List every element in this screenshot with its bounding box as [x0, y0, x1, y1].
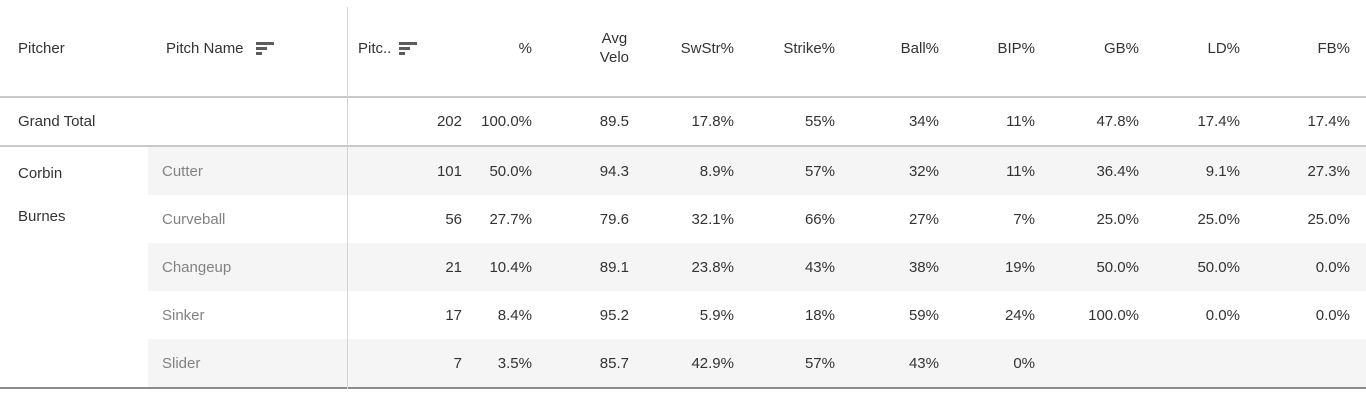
- stat-cell: 7%: [1013, 210, 1035, 228]
- stat-cell: 25.0%: [1096, 210, 1139, 228]
- grand-total-label: Grand Total: [18, 113, 96, 130]
- stat-cell: 79.6: [599, 210, 629, 228]
- table-body: Corbin Burnes Cutter 101 50.0% 94.3 8.9%…: [0, 147, 1366, 389]
- header-bip-label: BIP%: [997, 39, 1035, 57]
- stat-cell: 17.8%: [691, 113, 734, 130]
- stat-cell: 50.0%: [1155, 243, 1256, 291]
- header-gb-label: GB%: [1103, 39, 1139, 57]
- stat-cell: 42.9%: [645, 339, 750, 387]
- stat-cell: 57%: [750, 147, 851, 195]
- header-ball-label: Ball%: [900, 39, 939, 57]
- stat-cell: 32%: [851, 147, 955, 195]
- stat-cell: 85.7: [548, 339, 645, 387]
- stat-cell: 9.1%: [1155, 147, 1256, 195]
- stat-cell: 66%: [804, 210, 835, 228]
- header-avg-velo[interactable]: Avg Velo: [548, 0, 645, 96]
- stat-cell: 89.5: [599, 113, 629, 130]
- stat-cell: 202: [436, 113, 462, 130]
- stat-cell: 19%: [955, 243, 1051, 291]
- header-bip[interactable]: BIP%: [955, 0, 1051, 96]
- stat-cell: 36.4%: [1051, 147, 1155, 195]
- header-pitcher[interactable]: Pitcher: [0, 0, 148, 96]
- header-pct[interactable]: %: [478, 0, 548, 96]
- stat-cell: 38%: [851, 243, 955, 291]
- pane-divider: [347, 7, 348, 389]
- stat-cell: 27.3%: [1256, 147, 1366, 195]
- header-fb[interactable]: FB%: [1256, 0, 1366, 96]
- stat-cell: 34%: [908, 113, 939, 130]
- stat-cell: 94.3: [548, 147, 645, 195]
- stat-cell: 50.0%: [478, 147, 548, 195]
- stat-cell: 25.0%: [1307, 210, 1350, 228]
- stat-cell: 57%: [750, 339, 851, 387]
- stat-cell: 55%: [804, 113, 835, 130]
- header-pitches[interactable]: Pitc..: [348, 0, 478, 96]
- stat-cell: 18%: [804, 306, 835, 324]
- sort-descending-icon[interactable]: [255, 41, 274, 55]
- stat-cell: 47.8%: [1096, 113, 1139, 130]
- stat-cell: 11%: [1006, 113, 1035, 130]
- pitch-name-cell: Cutter: [148, 147, 348, 195]
- stat-cell: [1155, 339, 1256, 387]
- stat-cell: 32.1%: [691, 210, 734, 228]
- stat-cell: 8.9%: [645, 147, 750, 195]
- header-pitches-label: Pitc..: [358, 39, 392, 57]
- stat-cell: 7: [348, 339, 478, 387]
- stat-cell: 95.2: [599, 306, 629, 324]
- pitch-name-cell: Curveball: [162, 210, 226, 228]
- stat-cell: 101: [348, 147, 478, 195]
- stat-cell: 100.0%: [481, 113, 532, 130]
- stat-cell: 0%: [955, 339, 1051, 387]
- header-strike-label: Strike%: [783, 39, 835, 57]
- stat-cell: 43%: [750, 243, 851, 291]
- header-pitcher-label: Pitcher: [18, 39, 65, 57]
- header-pitch-name[interactable]: Pitch Name: [148, 0, 348, 96]
- pitch-stats-table: Pitcher Pitch Name Pitc.. % Avg Velo SwS…: [0, 0, 1366, 389]
- grand-total-row: Grand Total 202 100.0% 89.5 17.8% 55% 34…: [0, 98, 1366, 147]
- stat-cell: 100.0%: [1088, 306, 1139, 324]
- header-ld[interactable]: LD%: [1155, 0, 1256, 96]
- pitcher-name-cell: Corbin Burnes: [18, 165, 66, 225]
- stat-cell: 43%: [851, 339, 955, 387]
- stat-cell: [1256, 339, 1366, 387]
- stat-cell: 0.0%: [1256, 243, 1366, 291]
- stat-cell: 0.0%: [1205, 306, 1240, 324]
- stat-cell: 24%: [1004, 306, 1035, 324]
- stat-cell: 59%: [908, 306, 939, 324]
- stat-cell: 11%: [955, 147, 1051, 195]
- header-ld-label: LD%: [1207, 39, 1240, 57]
- header-gb[interactable]: GB%: [1051, 0, 1155, 96]
- pitch-name-cell: Slider: [148, 339, 348, 387]
- stat-cell: 17.4%: [1197, 113, 1240, 130]
- stat-cell: 10.4%: [478, 243, 548, 291]
- header-fb-label: FB%: [1317, 39, 1350, 57]
- header-swstr[interactable]: SwStr%: [645, 0, 750, 96]
- stat-cell: 21: [348, 243, 478, 291]
- stat-cell: 89.1: [548, 243, 645, 291]
- stat-cell: 17: [445, 306, 462, 324]
- stat-cell: [1051, 339, 1155, 387]
- header-ball[interactable]: Ball%: [851, 0, 955, 96]
- header-strike[interactable]: Strike%: [750, 0, 851, 96]
- sort-descending-icon[interactable]: [399, 41, 418, 55]
- stat-cell: 27%: [908, 210, 939, 228]
- header-pct-label: %: [518, 39, 532, 57]
- pitch-name-cell: Changeup: [148, 243, 348, 291]
- stat-cell: 5.9%: [699, 306, 734, 324]
- stat-cell: 0.0%: [1315, 306, 1350, 324]
- stat-cell: 23.8%: [645, 243, 750, 291]
- stat-cell: 56: [445, 210, 462, 228]
- stat-cell: 8.4%: [497, 306, 532, 324]
- table-header-row: Pitcher Pitch Name Pitc.. % Avg Velo SwS…: [0, 0, 1366, 98]
- pitch-name-cell: Sinker: [162, 306, 205, 324]
- stat-cell: 3.5%: [478, 339, 548, 387]
- header-avg-velo-label: Avg Velo: [599, 30, 629, 66]
- header-swstr-label: SwStr%: [680, 39, 734, 57]
- stat-cell: 17.4%: [1307, 113, 1350, 130]
- stat-cell: 27.7%: [489, 210, 532, 228]
- header-pitch-name-label: Pitch Name: [166, 39, 244, 57]
- stat-cell: 25.0%: [1197, 210, 1240, 228]
- stat-cell: 50.0%: [1051, 243, 1155, 291]
